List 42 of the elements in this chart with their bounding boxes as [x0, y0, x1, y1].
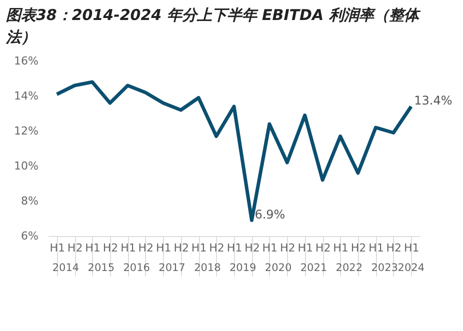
text: 2016: [123, 262, 150, 274]
x-tick-label: H2: [386, 242, 402, 254]
y-tick-label: 10%: [14, 160, 38, 172]
x-tick-label: H1: [120, 242, 136, 254]
x-tick-label: H2: [350, 242, 366, 254]
y-tick-label: 6%: [21, 230, 38, 242]
text: 2021: [300, 262, 328, 274]
x-tick-label: H2: [67, 242, 83, 254]
chart-title: 图表38：2014-2024 年分上下半年 EBITDA 利润率（整体法）: [5, 5, 422, 48]
line-series: [55, 80, 413, 222]
x-tick-label: H2: [244, 242, 260, 254]
x-tick-label: H2: [280, 242, 296, 254]
y-tick-label: 16%: [14, 54, 38, 68]
x-tick-label: H2: [138, 242, 154, 254]
text: 2015: [88, 262, 115, 274]
x-tick-label: H2: [315, 242, 331, 254]
x-tick-label: H2: [102, 242, 118, 254]
text: 2019: [229, 262, 256, 274]
x-tick-label: H2: [174, 242, 189, 254]
x-tick-label: H1: [85, 242, 100, 254]
x-tick-label: H2: [209, 242, 224, 254]
y-tick-label: 8%: [21, 194, 38, 208]
x-tick-label: H1: [404, 242, 420, 254]
text: 2017: [158, 262, 186, 274]
text: 2022: [336, 262, 363, 274]
x-tick-label: H1: [191, 242, 207, 254]
text: 2014: [52, 262, 80, 274]
data-label: 13.4%: [414, 94, 452, 108]
y-tick-label: 12%: [14, 124, 38, 138]
x-tick-label: H1: [226, 242, 242, 254]
text: 2018: [194, 262, 221, 274]
text: 2023: [371, 262, 398, 274]
data-label: 6.9%: [254, 207, 286, 222]
x-tick-label: H1: [50, 242, 65, 254]
y-tick-label: 14%: [14, 90, 38, 102]
x-tick-label: H1: [333, 242, 348, 254]
x-tick-label: H1: [262, 242, 278, 254]
text: 2024: [398, 262, 425, 274]
text: 2020: [264, 262, 292, 274]
x-tick-label: H1: [298, 242, 313, 254]
x-tick-label: H1: [156, 242, 172, 254]
x-tick-label: H1: [368, 242, 384, 254]
